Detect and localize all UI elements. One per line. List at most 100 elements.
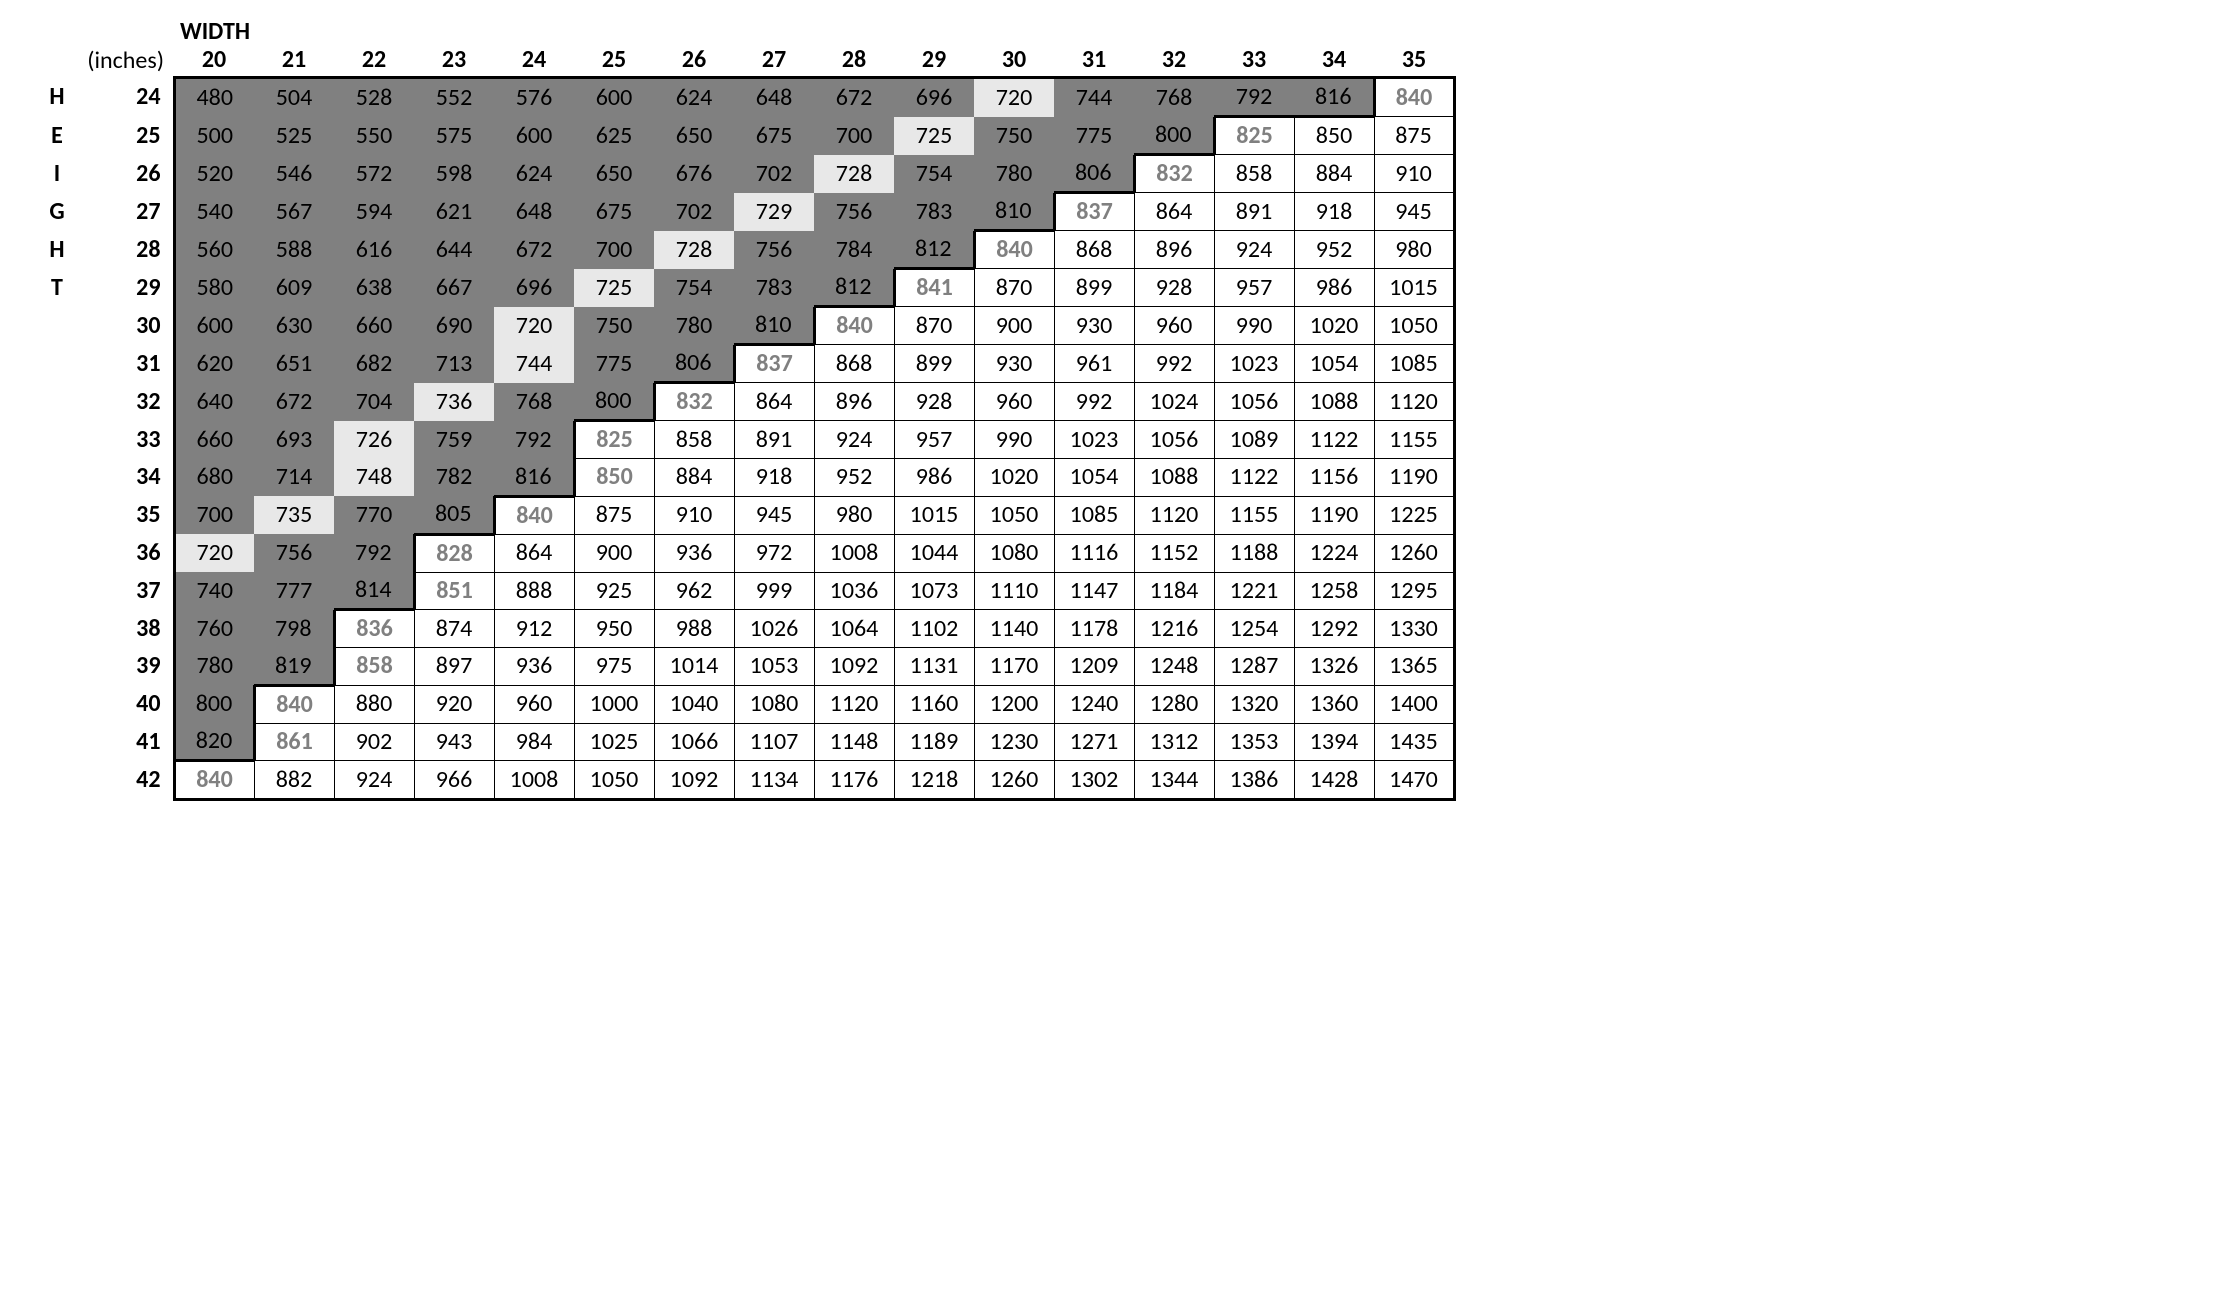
row-header: 36 <box>74 534 174 572</box>
table-cell: 902 <box>334 723 414 761</box>
table-cell: 897 <box>414 648 494 686</box>
table-cell: 1085 <box>1374 345 1454 383</box>
table-cell: 990 <box>974 421 1054 459</box>
table-cell: 966 <box>414 761 494 800</box>
col-header: 27 <box>734 44 814 78</box>
table-cell: 672 <box>254 383 334 421</box>
table-cell: 480 <box>174 78 254 117</box>
table-cell: 1080 <box>974 534 1054 572</box>
width-label: WIDTH <box>174 20 1454 44</box>
table-cell: 1020 <box>1294 307 1374 345</box>
table-cell: 1302 <box>1054 761 1134 800</box>
table-cell: 975 <box>574 648 654 686</box>
table-cell: 943 <box>414 723 494 761</box>
table-cell: 1216 <box>1134 610 1214 648</box>
table-cell: 1024 <box>1134 383 1214 421</box>
table-cell: 924 <box>1214 231 1294 269</box>
table-cell: 1023 <box>1214 345 1294 383</box>
table-cell: 840 <box>494 496 574 534</box>
table-cell: 1190 <box>1374 459 1454 497</box>
table-cell: 1248 <box>1134 648 1214 686</box>
table-cell: 693 <box>254 421 334 459</box>
table-cell: 744 <box>494 345 574 383</box>
table-cell: 870 <box>894 307 974 345</box>
table-cell: 900 <box>574 534 654 572</box>
table-cell: 912 <box>494 610 574 648</box>
table-cell: 594 <box>334 193 414 231</box>
table-cell: 1386 <box>1214 761 1294 800</box>
height-letter <box>40 572 74 610</box>
table-cell: 840 <box>174 761 254 800</box>
table-cell: 736 <box>414 383 494 421</box>
table-cell: 837 <box>1054 193 1134 231</box>
table-cell: 1312 <box>1134 723 1214 761</box>
table-cell: 1155 <box>1374 421 1454 459</box>
row-header: 24 <box>74 78 174 117</box>
table-cell: 952 <box>814 459 894 497</box>
height-letter: T <box>40 269 74 307</box>
table-cell: 768 <box>1134 78 1214 117</box>
table-cell: 783 <box>734 269 814 307</box>
table-cell: 945 <box>734 496 814 534</box>
table-cell: 980 <box>814 496 894 534</box>
table-cell: 725 <box>894 117 974 155</box>
table-cell: 1014 <box>654 648 734 686</box>
table-cell: 1120 <box>1134 496 1214 534</box>
table-cell: 1053 <box>734 648 814 686</box>
table-cell: 546 <box>254 155 334 193</box>
table-cell: 525 <box>254 117 334 155</box>
table-cell: 1026 <box>734 610 814 648</box>
table-cell: 600 <box>574 78 654 117</box>
table-cell: 783 <box>894 193 974 231</box>
table-cell: 621 <box>414 193 494 231</box>
table-cell: 798 <box>254 610 334 648</box>
table-cell: 600 <box>174 307 254 345</box>
table-cell: 920 <box>414 685 494 723</box>
table-cell: 648 <box>734 78 814 117</box>
table-cell: 1088 <box>1294 383 1374 421</box>
table-cell: 875 <box>1374 117 1454 155</box>
table-cell: 1120 <box>1374 383 1454 421</box>
height-letter: H <box>40 78 74 117</box>
table-cell: 1066 <box>654 723 734 761</box>
table-cell: 980 <box>1374 231 1454 269</box>
table-cell: 720 <box>494 307 574 345</box>
table-cell: 896 <box>1134 231 1214 269</box>
table-cell: 891 <box>734 421 814 459</box>
table-cell: 1092 <box>654 761 734 800</box>
table-cell: 777 <box>254 572 334 610</box>
table-cell: 1209 <box>1054 648 1134 686</box>
table-cell: 850 <box>1294 117 1374 155</box>
table-cell: 675 <box>734 117 814 155</box>
table-cell: 1116 <box>1054 534 1134 572</box>
table-cell: 1056 <box>1214 383 1294 421</box>
table-cell: 704 <box>334 383 414 421</box>
table-cell: 1394 <box>1294 723 1374 761</box>
table-cell: 768 <box>494 383 574 421</box>
table-cell: 616 <box>334 231 414 269</box>
table-cell: 957 <box>894 421 974 459</box>
height-letter: I <box>40 155 74 193</box>
table-cell: 1287 <box>1214 648 1294 686</box>
table-cell: 825 <box>1214 117 1294 155</box>
table-cell: 1470 <box>1374 761 1454 800</box>
table-cell: 754 <box>894 155 974 193</box>
table-cell: 576 <box>494 78 574 117</box>
table-cell: 700 <box>574 231 654 269</box>
table-cell: 810 <box>974 193 1054 231</box>
table-cell: 630 <box>254 307 334 345</box>
table-cell: 870 <box>974 269 1054 307</box>
table-cell: 1428 <box>1294 761 1374 800</box>
row-header: 31 <box>74 345 174 383</box>
table-cell: 960 <box>1134 307 1214 345</box>
unit-label: (inches) <box>74 44 174 78</box>
table-cell: 754 <box>654 269 734 307</box>
table-cell: 682 <box>334 345 414 383</box>
row-header: 34 <box>74 459 174 497</box>
table-cell: 1120 <box>814 685 894 723</box>
col-header: 35 <box>1374 44 1454 78</box>
table-cell: 720 <box>174 534 254 572</box>
table-cell: 792 <box>1214 78 1294 117</box>
table-cell: 910 <box>1374 155 1454 193</box>
table-cell: 806 <box>1054 155 1134 193</box>
